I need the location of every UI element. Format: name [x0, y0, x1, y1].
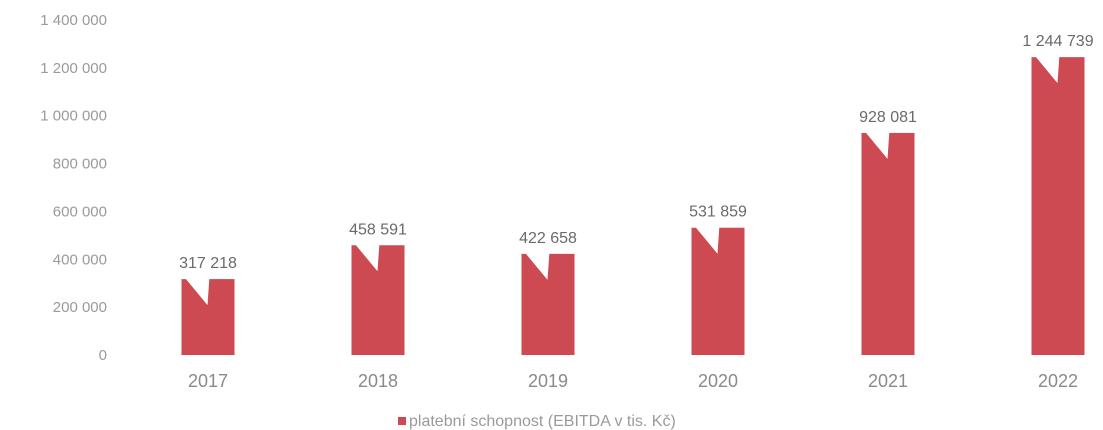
data-label-pointer	[353, 242, 380, 272]
data-label-2020: 531 859	[689, 204, 747, 221]
bar-2021	[861, 132, 915, 355]
legend: platební schopnost (EBITDA v tis. Kč)	[398, 413, 676, 430]
data-label-pointer	[693, 224, 720, 254]
data-label-2019: 422 658	[519, 230, 577, 247]
x-tick-label: 2021	[868, 371, 908, 391]
legend-swatch	[398, 417, 406, 425]
y-tick-label: 1 400 000	[40, 12, 107, 29]
data-label-box	[853, 105, 923, 127]
data-label-2018: 458 591	[349, 221, 407, 238]
bar-2020	[691, 227, 745, 355]
x-tick-label: 2018	[358, 371, 398, 391]
data-labels: 317 218 458 591 422 658 531 859 928 081 1 244…	[173, 30, 1101, 306]
data-label-2017: 317 218	[179, 255, 237, 272]
x-axis: 2017 2018 2019 2020 2021 2022	[188, 371, 1078, 391]
x-tick-label: 2022	[1038, 371, 1078, 391]
data-label-pointer	[1033, 54, 1060, 84]
y-axis: 0 200 000 400 000 600 000 800 000 1 000 000 1 …	[40, 12, 107, 364]
legend-label: platební schopnost (EBITDA v tis. Kč)	[409, 413, 676, 430]
data-label-2021: 928 081	[859, 109, 917, 126]
y-tick-label: 1 200 000	[40, 60, 107, 77]
y-tick-label: 200 000	[53, 299, 107, 316]
y-tick-label: 400 000	[53, 251, 107, 268]
x-tick-label: 2020	[698, 371, 738, 391]
y-tick-label: 0	[99, 347, 107, 364]
bars	[181, 57, 1085, 356]
data-label-box	[173, 252, 243, 274]
data-label-pointer	[863, 129, 890, 159]
x-tick-label: 2019	[528, 371, 568, 391]
x-tick-label: 2017	[188, 371, 228, 391]
data-label-box	[683, 200, 753, 222]
data-label-box	[343, 218, 413, 240]
y-tick-label: 600 000	[53, 203, 107, 220]
data-label-2022: 1 244 739	[1022, 33, 1093, 50]
data-label-box	[513, 226, 583, 248]
y-tick-label: 1 000 000	[40, 108, 107, 125]
data-label-pointer	[523, 250, 550, 280]
data-label-pointer	[183, 276, 210, 306]
data-label-box	[1015, 30, 1101, 52]
bar-2022	[1031, 57, 1085, 356]
y-tick-label: 800 000	[53, 156, 107, 173]
